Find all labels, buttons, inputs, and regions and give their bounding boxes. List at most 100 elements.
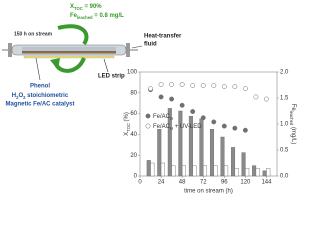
h2o2: H2O2 stoichiometric (12, 93, 69, 100)
point (190, 109, 196, 114)
legend-marker (145, 123, 151, 129)
point (158, 94, 164, 100)
point (200, 83, 206, 88)
bar (252, 165, 257, 177)
point (242, 86, 248, 92)
point (158, 82, 164, 87)
flange (126, 43, 130, 57)
page: XTOC = 90% Feleached = 0.8 mg/L 150 h on… (2, 4, 297, 195)
bar (213, 165, 218, 177)
text-part: = 90% (83, 4, 103, 10)
flange (8, 43, 12, 57)
y-axis-label: XTOC (%) (124, 112, 131, 136)
text-part: (mg/L) (290, 125, 296, 144)
heat-fluid: Heat-transfer (144, 34, 182, 40)
x-tick-label: 72 (200, 180, 207, 186)
bar (181, 165, 186, 177)
point (200, 115, 206, 121)
subscript: 2 (23, 95, 26, 100)
text-part: Fe (70, 13, 78, 19)
text-part: = 0.8 mg/L (93, 13, 125, 19)
point (190, 83, 196, 88)
on-stream: 150 h on stream (14, 31, 53, 37)
bar (188, 115, 193, 177)
point (221, 123, 227, 129)
x-tick-label: 0 (138, 180, 142, 186)
bar (167, 108, 172, 177)
legend-label: Fe/ACH + UV-LED (153, 124, 202, 131)
text-part: Fe/AC (153, 124, 171, 130)
subscript: leached (77, 15, 93, 20)
point (242, 127, 248, 133)
fe-result: Feleached = 0.8 mg/L (70, 13, 124, 20)
bar (224, 165, 229, 177)
y2-tick-label: 1.0 (280, 122, 289, 128)
x-tick-label: 120 (240, 180, 251, 186)
bar (160, 162, 165, 177)
pointer (35, 57, 41, 81)
x-tick-label: 24 (158, 180, 165, 186)
point (169, 82, 175, 87)
text-part: H (12, 93, 16, 99)
y2-tick-label: 0.0 (280, 174, 289, 180)
y2-tick-label: 1.5 (280, 96, 289, 102)
bar (150, 162, 155, 177)
point (232, 84, 238, 90)
point (211, 119, 217, 125)
point (179, 82, 185, 87)
y-tick-label: 40 (130, 132, 137, 138)
x-tick-label: 96 (221, 180, 228, 186)
bar (171, 165, 176, 177)
subscript: 2 (16, 95, 19, 100)
subscript: H (170, 116, 173, 121)
point (232, 125, 238, 131)
y-tick-label: 100 (127, 70, 138, 76)
bar (245, 167, 250, 177)
x-axis-label: time on stream (h) (184, 189, 233, 195)
y2-tick-label: 0.5 (280, 148, 289, 154)
inner-tube (22, 47, 116, 53)
subscript: TOC (126, 123, 131, 132)
point (253, 94, 259, 100)
text-part: X (70, 4, 74, 10)
bar (203, 165, 208, 177)
subscript: leached (289, 111, 294, 126)
point (221, 84, 227, 90)
text-part: O (18, 93, 23, 99)
bar (146, 160, 151, 177)
y2-axis-label: Feleached (mg/L) (289, 104, 296, 145)
point (179, 102, 185, 108)
bar (192, 165, 197, 177)
y-tick-label: 20 (130, 153, 137, 159)
bar (234, 167, 239, 177)
text-part: stoichiometric (26, 93, 69, 99)
point (264, 96, 269, 102)
y2-tick-label: 2.0 (280, 70, 289, 76)
bar (231, 147, 236, 177)
y-tick-label: 0 (134, 174, 138, 180)
point (148, 86, 153, 92)
led-strip (23, 55, 115, 59)
chart: 0 24 48 72 96 120 144 0 20 40 60 80 100 0.0 0.5 1.0 1.5 2… (124, 70, 297, 195)
subscript: TOC (74, 6, 83, 11)
y-tick-label: 60 (130, 111, 137, 117)
text-part: Fe/AC (153, 114, 171, 120)
text-part: Fe (290, 104, 296, 112)
x-tick-label: 48 (179, 180, 186, 186)
xtoc-result: XTOC = 90% (70, 4, 102, 11)
bar (255, 167, 260, 177)
heat-fluid: fluid (144, 42, 157, 48)
catalyst: Magnetic Fe/AC catalyst (5, 102, 74, 108)
x-tick-label: 144 (261, 180, 272, 186)
pointer (131, 45, 143, 49)
bar (262, 170, 267, 177)
bar (178, 110, 183, 177)
catalyst-bed (22, 51, 116, 54)
point (169, 96, 175, 102)
text-part: (%) (124, 112, 130, 123)
bar (157, 128, 162, 177)
bar (220, 136, 225, 177)
legend-label: Fe/ACH (153, 114, 173, 121)
subscript: H (170, 126, 173, 131)
bar (266, 167, 271, 177)
